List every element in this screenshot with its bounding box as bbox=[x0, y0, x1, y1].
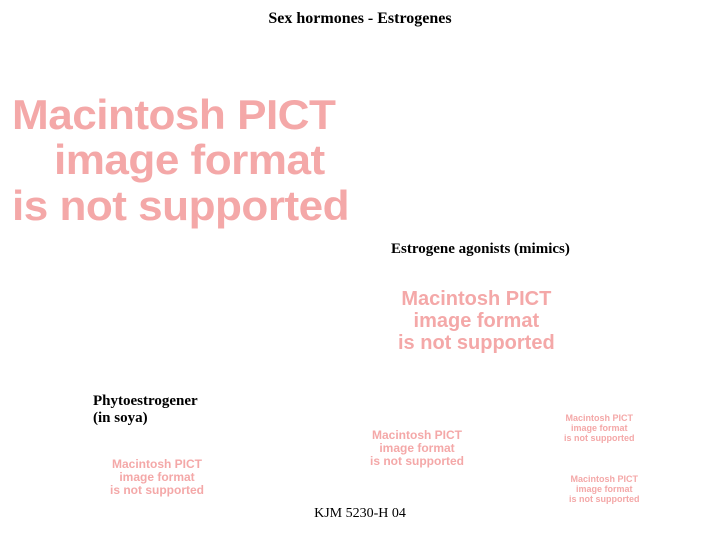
pict-placeholder-medium: Macintosh PICT image format is not suppo… bbox=[398, 288, 555, 354]
pict-line: Macintosh PICT bbox=[112, 457, 202, 471]
label-agonists: Estrogene agonists (mimics) bbox=[391, 241, 570, 258]
phyto-line1: Phytoestrogener bbox=[93, 393, 198, 409]
pict-placeholder-large: Macintosh PICT image format is not suppo… bbox=[12, 92, 349, 228]
pict-line: Macintosh PICT bbox=[372, 428, 462, 442]
pict-line: Macintosh PICT bbox=[401, 288, 551, 310]
label-phytoestrogener: Phytoestrogener (in soya) bbox=[93, 393, 198, 427]
pict-line: image format bbox=[576, 484, 633, 494]
pict-line: is not supported bbox=[564, 433, 635, 443]
pict-line: is not supported bbox=[569, 494, 640, 504]
pict-line: image format bbox=[119, 470, 194, 484]
slide-title: Sex hormones - Estrogenes bbox=[0, 10, 720, 28]
pict-line: Macintosh PICT bbox=[570, 474, 638, 484]
pict-line: is not supported bbox=[12, 183, 349, 228]
pict-placeholder-small-1: Macintosh PICT image format is not suppo… bbox=[110, 458, 204, 498]
pict-line: is not supported bbox=[110, 483, 204, 497]
pict-placeholder-small-2: Macintosh PICT image format is not suppo… bbox=[370, 429, 464, 469]
pict-line: is not supported bbox=[370, 454, 464, 468]
pict-line: image format bbox=[12, 137, 349, 182]
pict-line: image format bbox=[571, 423, 628, 433]
pict-line: image format bbox=[414, 310, 540, 332]
pict-line: is not supported bbox=[398, 332, 555, 354]
phyto-line2: (in soya) bbox=[93, 410, 148, 426]
pict-line: image format bbox=[379, 441, 454, 455]
pict-placeholder-xsmall-1: Macintosh PICT image format is not suppo… bbox=[564, 414, 635, 444]
pict-line: Macintosh PICT bbox=[565, 413, 633, 423]
pict-line: Macintosh PICT bbox=[12, 92, 349, 137]
pict-placeholder-xsmall-2: Macintosh PICT image format is not suppo… bbox=[569, 475, 640, 505]
footer-code: KJM 5230-H 04 bbox=[0, 506, 720, 522]
